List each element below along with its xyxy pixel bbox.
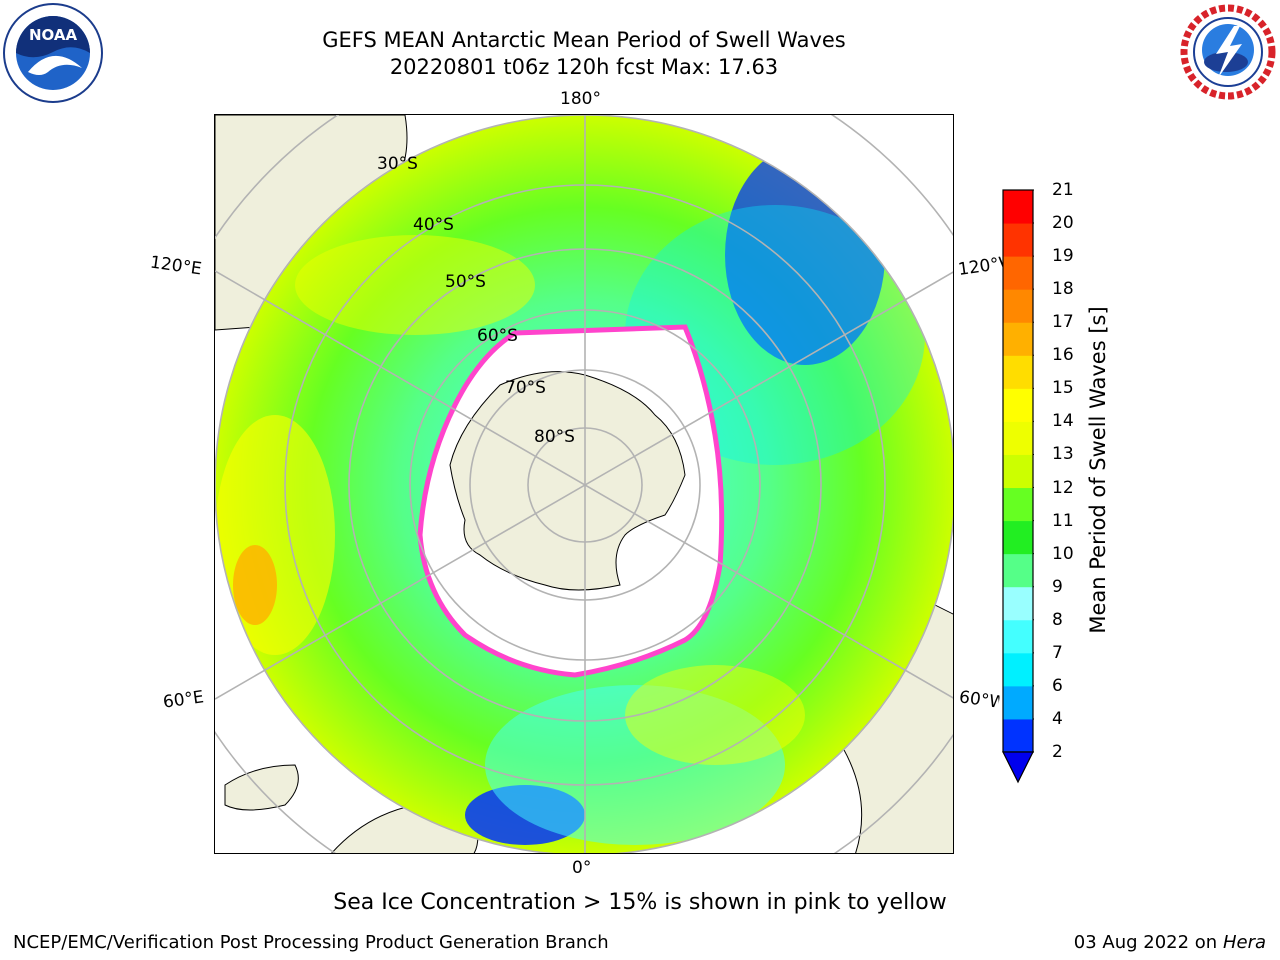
colorbar-tick-label: 14 [1052,411,1074,432]
colorbar-band [1003,520,1033,555]
credit-text: NCEP/EMC/Verification Post Processing Pr… [13,932,609,953]
lon-label-60w: 60°W [957,687,1001,713]
lat-label-60s: 60°S [477,326,518,346]
colorbar-label: Mean Period of Swell Waves [s] [1086,306,1110,634]
colorbar-tick-label: 21 [1052,180,1074,200]
colorbar-band [1003,355,1033,389]
date-value: 03 Aug 2022 on [1073,932,1218,953]
colorbar-tick-label: 10 [1052,543,1074,564]
longitude-grid [215,115,953,853]
lat-label-70s: 70°S [505,378,546,398]
colorbar-tick-label: 18 [1052,279,1074,300]
colorbar-band [1003,652,1033,687]
colorbar-tick-label: 8 [1052,609,1063,630]
lon-label-120e: 120°E [148,252,203,280]
colorbar-band [1003,190,1033,224]
colorbar-band [1003,256,1033,290]
colorbar-band [1003,322,1033,356]
ocean-patch-yellow-atlantic [625,665,805,765]
polar-map: 30°S 40°S 50°S 60°S 70°S 80°S [214,114,954,854]
land-antarctica [449,371,686,591]
colorbar-tick-label: 20 [1052,213,1074,234]
colorbar-tick-label: 12 [1052,477,1074,498]
colorbar-tick-label: 4 [1052,708,1063,729]
map-subtitle: 20220801 t06z 120h fcst Max: 17.63 [389,55,779,79]
colorbar-tick-label: 11 [1052,510,1074,531]
colorbar-band [1003,586,1033,621]
lat-label-80s: 80°S [534,427,575,447]
colorbar-tick-label: 16 [1052,345,1074,366]
colorbar-band [1003,223,1033,257]
colorbar-tick-label: 17 [1052,312,1074,333]
ocean-patch-cyan-atlantic [485,685,785,845]
colorbar-band [1003,553,1033,588]
noaa-logo: NOAA [2,2,104,104]
lat-label-30s: 30°S [377,154,418,174]
ocean-patch-orange [233,545,277,625]
colorbar-band [1003,454,1033,489]
ocean-patch-yellow-north [295,235,535,335]
colorbar-band [1003,487,1033,522]
lat-label-50s: 50°S [445,272,486,292]
colorbar-tick-label: 15 [1052,378,1074,399]
colorbar-tick-label: 7 [1052,642,1063,663]
colorbar-tick-label: 9 [1052,576,1063,597]
land-madagascar [224,764,299,811]
sea-ice-note: Sea Ice Concentration > 15% is shown in … [333,890,947,915]
colorbar-band [1003,685,1033,720]
colorbar-band [1003,421,1033,455]
nws-logo [1178,2,1278,102]
date-text: 03 Aug 2022 on Hera [1074,932,1266,953]
lon-label-60e: 60°E [161,687,206,713]
colorbar-band [1003,619,1033,654]
polar-map-svg: 30°S 40°S 50°S 60°S 70°S 80°S [215,115,953,853]
colorbar-under-triangle [1002,751,1034,784]
lon-label-0: 0° [572,858,592,878]
colorbar-tick-label: 13 [1052,444,1074,465]
colorbar-tick-label: 6 [1052,675,1063,696]
colorbar-band [1003,388,1033,422]
colorbar-svg [1002,189,1034,784]
map-title: GEFS MEAN Antarctic Mean Period of Swell… [322,28,846,52]
colorbar-tick-label: 19 [1052,246,1074,267]
noaa-logo-text: NOAA [29,26,78,44]
lon-label-180: 180° [560,89,601,109]
machine-name: Hera [1222,932,1266,953]
lat-label-40s: 40°S [413,215,454,235]
colorbar-band [1003,289,1033,323]
colorbar [1002,188,1034,788]
colorbar-tick-label: 2 [1052,742,1063,762]
colorbar-band [1003,718,1033,753]
